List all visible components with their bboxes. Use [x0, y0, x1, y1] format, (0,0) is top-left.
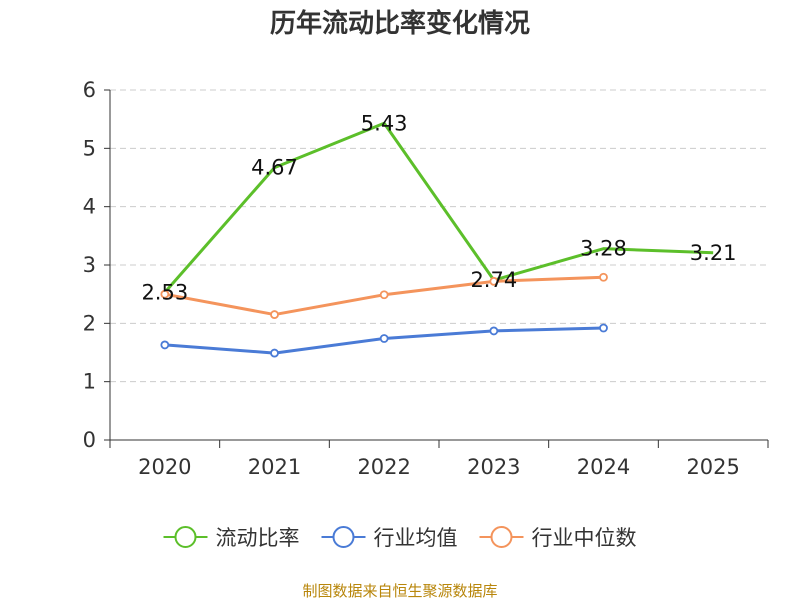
- data-point: [599, 272, 608, 282]
- data-point: [270, 310, 279, 319]
- x-tick-label: 2025: [686, 455, 739, 479]
- legend-item-1[interactable]: 行业均值: [321, 526, 458, 550]
- x-tick-label: 2020: [138, 455, 191, 479]
- chart-title: 历年流动比率变化情况: [270, 8, 530, 39]
- data-point: [160, 340, 170, 350]
- data-point: [489, 326, 499, 336]
- legend-label: 行业均值: [374, 526, 458, 550]
- y-tick-label: 0: [83, 428, 96, 452]
- data-point: [160, 289, 170, 299]
- data-label: 2.53: [141, 280, 188, 304]
- x-tick-label: 2023: [467, 455, 520, 479]
- series-group: [160, 121, 714, 358]
- legend-marker: [174, 526, 197, 548]
- source-note: 制图数据来自恒生聚源数据库: [302, 582, 497, 600]
- legend-label: 流动比率: [216, 526, 300, 550]
- grid-lines: [110, 89, 768, 383]
- legend-marker: [490, 526, 513, 548]
- y-tick-label: 4: [83, 195, 96, 219]
- legend-label: 行业中位数: [532, 526, 637, 550]
- legend-marker: [332, 526, 355, 548]
- data-point: [379, 290, 389, 300]
- legend[interactable]: 流动比率 行业均值 行业中位数: [163, 526, 637, 550]
- data-label: 3.28: [580, 237, 627, 261]
- data-point: [270, 348, 279, 358]
- data-labels: 2.53 4.67 5.43 2.74 3.28 3.21: [141, 111, 736, 304]
- data-point: [489, 276, 499, 286]
- data-label: 4.67: [251, 156, 298, 180]
- y-tick-label: 5: [83, 136, 96, 160]
- data-label: 3.21: [690, 241, 737, 265]
- data-label: 5.43: [361, 111, 408, 135]
- series-line-0: [163, 121, 714, 294]
- x-tick-label: 2021: [248, 455, 301, 479]
- x-tick-label: 2022: [357, 455, 410, 479]
- data-point: [379, 334, 389, 343]
- y-tick-label: 6: [83, 78, 96, 102]
- legend-item-0[interactable]: 流动比率: [163, 526, 300, 550]
- y-tick-label: 3: [83, 253, 96, 277]
- data-label: 2.74: [470, 268, 517, 292]
- x-tick-label: 2024: [577, 455, 630, 479]
- legend-item-2[interactable]: 行业中位数: [479, 526, 637, 550]
- axes: 0 1 2 3 4 5 6 2020 2021 2022 2023 2024 2025: [83, 78, 769, 479]
- data-point: [599, 323, 608, 333]
- y-tick-label: 1: [83, 370, 96, 394]
- y-tick-label: 2: [83, 311, 96, 335]
